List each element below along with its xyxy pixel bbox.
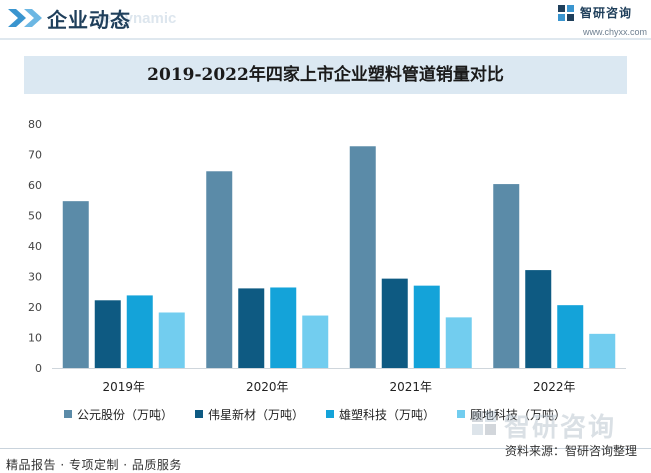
bar xyxy=(238,288,265,368)
x-tick-label: 2022年 xyxy=(533,380,576,394)
bar xyxy=(302,315,329,368)
legend-item: 雄塑科技（万吨） xyxy=(326,406,435,423)
brand-url[interactable]: www.chyxx.com xyxy=(583,27,648,37)
x-tick-label: 2020年 xyxy=(246,380,289,394)
header: te dynamic 企业动态 智研咨询 www.chyxx.com xyxy=(0,0,651,38)
header-ghost-text: te dynamic xyxy=(98,10,177,27)
legend-swatch xyxy=(326,410,335,418)
bar-chart: 0 10 20 30 40 50 60 70 80 2019年 2020年 2021年 2022年 xyxy=(28,118,626,394)
watermark-text: 智研咨询 xyxy=(504,413,617,443)
legend-swatch xyxy=(457,410,466,418)
bar xyxy=(158,312,185,368)
bar xyxy=(413,285,440,368)
double-chevron-icon xyxy=(8,9,42,27)
footer-divider xyxy=(0,448,651,449)
chart-title-bar: 2019-2022年四家上市企业塑料管道销量对比 xyxy=(24,56,627,94)
legend-swatch xyxy=(64,410,72,418)
legend-item: 顾地科技（万吨） xyxy=(457,406,566,423)
x-tick-label: 2019年 xyxy=(102,380,145,394)
y-tick-label: 80 xyxy=(28,118,42,131)
chart-legend: 公元股份（万吨） 伟星新材（万吨） 雄塑科技（万吨） 顾地科技（万吨） xyxy=(64,405,624,423)
legend-label: 伟星新材（万吨） xyxy=(208,407,305,422)
watermark-logo-icon xyxy=(472,411,496,435)
y-tick-label: 60 xyxy=(28,179,42,192)
bar xyxy=(206,171,233,368)
legend-item: 伟星新材（万吨） xyxy=(195,406,304,423)
y-tick-label: 10 xyxy=(28,332,42,345)
bar xyxy=(62,201,89,368)
header-divider xyxy=(0,38,651,40)
y-tick-label: 50 xyxy=(28,210,42,223)
bar xyxy=(381,278,408,368)
legend-item: 公元股份（万吨） xyxy=(64,406,173,423)
brand-name: 智研咨询 xyxy=(580,6,633,20)
brand-logo-icon xyxy=(558,5,574,21)
bar xyxy=(270,287,297,368)
bar xyxy=(493,184,520,368)
y-tick-label: 30 xyxy=(28,271,42,284)
bar xyxy=(94,300,121,368)
bar xyxy=(589,333,616,368)
bar xyxy=(445,317,472,368)
bar xyxy=(525,270,552,368)
legend-swatch xyxy=(195,410,204,418)
y-tick-label: 20 xyxy=(28,301,42,314)
bar xyxy=(557,305,584,368)
y-tick-label: 40 xyxy=(28,240,42,253)
source-note: 资料来源：智研咨询整理 xyxy=(504,444,637,458)
chart-title: 2019-2022年四家上市企业塑料管道销量对比 xyxy=(147,65,504,85)
footer-tagline: 精品报告 · 专项定制 · 品质服务 xyxy=(6,458,182,472)
x-tick-label: 2021年 xyxy=(389,380,432,394)
y-tick-label: 0 xyxy=(35,362,42,375)
bar xyxy=(349,146,376,368)
legend-label: 雄塑科技（万吨） xyxy=(339,407,436,422)
bar xyxy=(126,295,153,368)
page-title: 企业动态 xyxy=(47,8,131,32)
y-tick-label: 70 xyxy=(28,149,42,162)
legend-label: 公元股份（万吨） xyxy=(77,407,174,422)
legend-label: 顾地科技（万吨） xyxy=(470,407,567,422)
